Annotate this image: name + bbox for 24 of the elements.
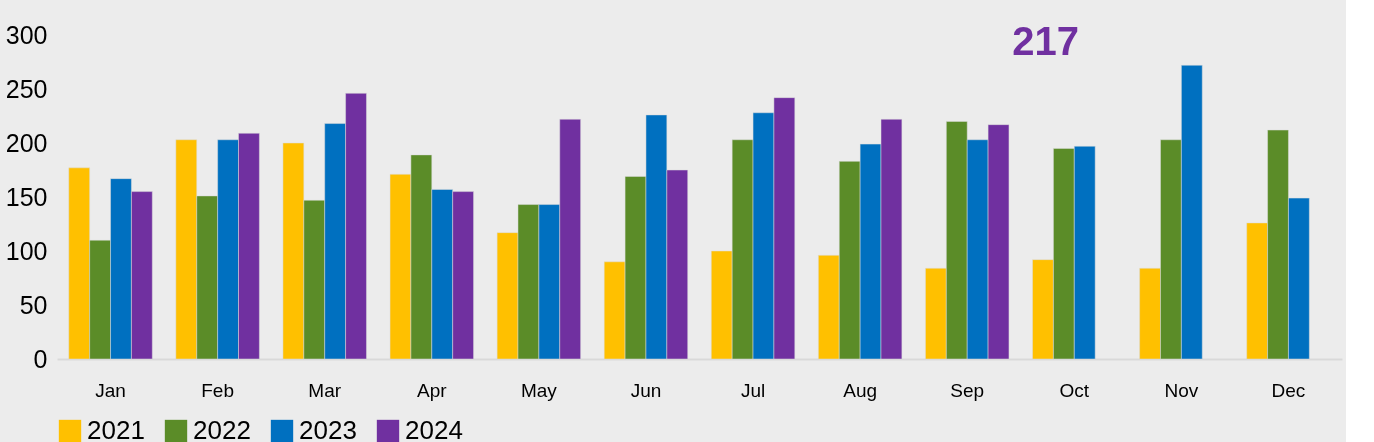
x-tick-label: Oct — [1059, 379, 1090, 401]
x-tick-label: Mar — [308, 379, 342, 401]
annotation: 217 — [1012, 18, 1079, 63]
legend-label: 2022 — [193, 415, 251, 442]
legend-label: 2021 — [87, 415, 145, 442]
y-tick-label: 200 — [5, 128, 48, 157]
y-tick-label: 0 — [33, 344, 48, 373]
x-tick-label: Sep — [950, 379, 985, 401]
x-tick-label: Aug — [843, 379, 878, 401]
legend-label: 2024 — [405, 415, 463, 442]
x-tick-label: May — [520, 379, 558, 401]
x-tick-label: Jul — [740, 379, 766, 401]
legend-label: 2023 — [299, 415, 357, 442]
y-tick-label: 300 — [5, 20, 48, 49]
y-tick-label: 150 — [5, 182, 48, 211]
x-tick-label: Apr — [417, 379, 448, 401]
x-tick-label: Feb — [201, 379, 234, 401]
x-tick-label: Dec — [1271, 379, 1306, 401]
y-tick-label: 100 — [5, 236, 48, 265]
x-tick-label: Jan — [95, 379, 126, 401]
y-tick-label: 250 — [5, 74, 48, 103]
x-tick-label: Nov — [1164, 379, 1199, 401]
x-tick-label: Jun — [630, 379, 662, 401]
y-tick-label: 50 — [19, 290, 48, 319]
